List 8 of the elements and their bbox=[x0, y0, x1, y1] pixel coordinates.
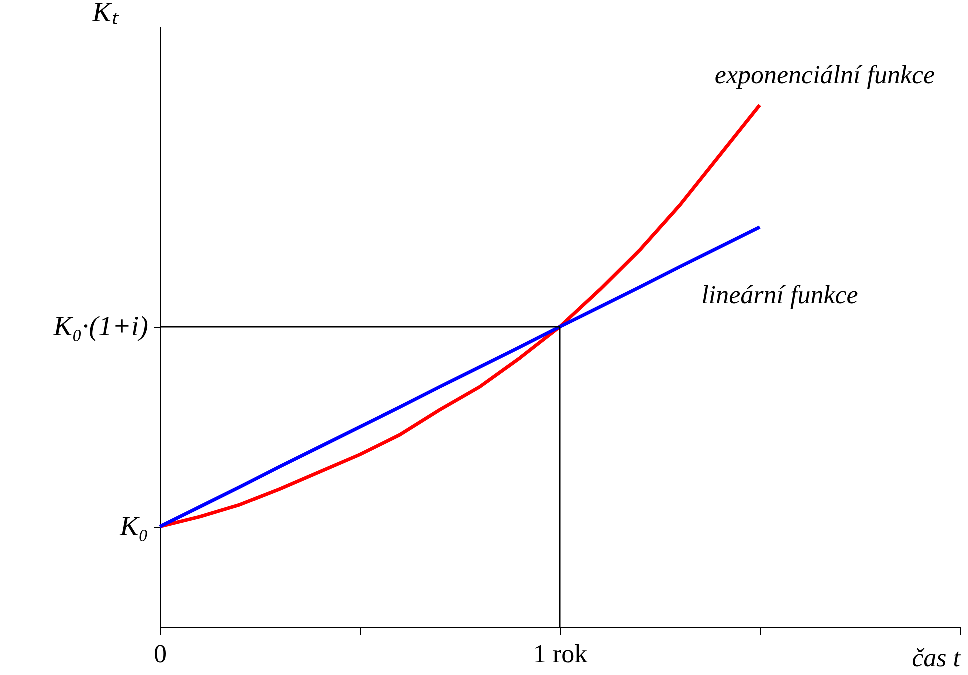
x-tick-label: 0 bbox=[154, 640, 167, 668]
x-tick-label: 1 rok bbox=[533, 640, 588, 668]
series-label: exponenciální funkce bbox=[714, 60, 936, 90]
annotation: K₀ bbox=[119, 511, 148, 542]
series-label: lineární funkce bbox=[702, 280, 858, 310]
annotation: K₀·(1+i) bbox=[52, 312, 148, 342]
x-axis-title: čas t bbox=[912, 644, 962, 672]
y-axis-title: Kₜ bbox=[92, 0, 120, 28]
